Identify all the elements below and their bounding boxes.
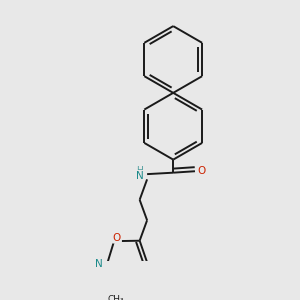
Text: N: N bbox=[136, 171, 144, 181]
Text: N: N bbox=[95, 259, 103, 269]
Text: CH₃: CH₃ bbox=[107, 296, 124, 300]
Text: H: H bbox=[136, 166, 143, 175]
Text: O: O bbox=[113, 233, 121, 243]
Text: O: O bbox=[197, 166, 206, 176]
